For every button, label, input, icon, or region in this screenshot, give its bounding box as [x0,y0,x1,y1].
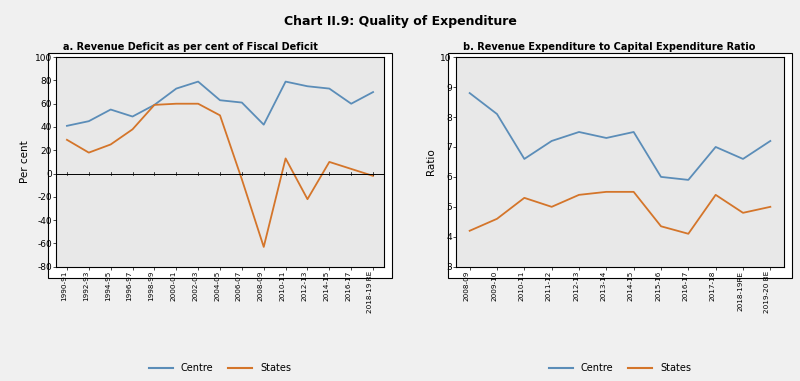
Text: a. Revenue Deficit as per cent of Fiscal Deficit: a. Revenue Deficit as per cent of Fiscal… [62,42,318,52]
Text: Chart II.9: Quality of Expenditure: Chart II.9: Quality of Expenditure [283,15,517,28]
Y-axis label: Per cent: Per cent [21,141,30,183]
Y-axis label: Ratio: Ratio [426,149,436,175]
Text: b. Revenue Expenditure to Capital Expenditure Ratio: b. Revenue Expenditure to Capital Expend… [462,42,755,52]
Legend: Centre, States: Centre, States [145,360,295,377]
Legend: Centre, States: Centre, States [545,360,695,377]
